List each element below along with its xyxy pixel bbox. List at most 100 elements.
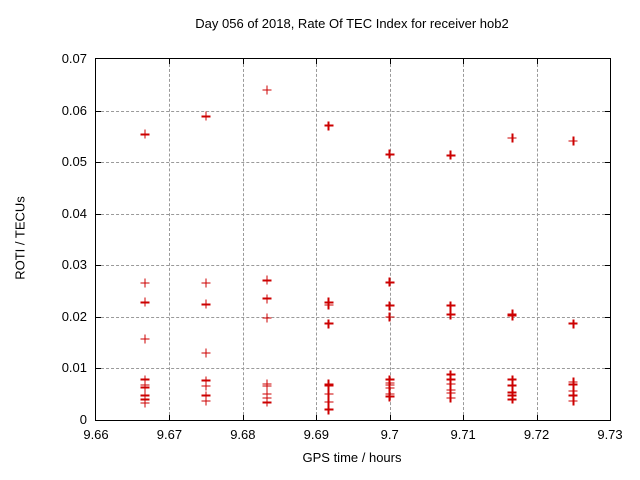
data-point-marker bbox=[140, 297, 150, 307]
y-tick-mark bbox=[605, 162, 610, 164]
x-tick-mark bbox=[242, 59, 244, 64]
data-point-marker bbox=[140, 129, 150, 139]
x-tick-mark bbox=[316, 59, 318, 64]
data-point-marker bbox=[507, 133, 517, 143]
gridline-y-0.01 bbox=[96, 368, 610, 370]
x-tick-label: 9.68 bbox=[230, 427, 256, 442]
data-point-marker bbox=[385, 301, 395, 310]
data-point-marker bbox=[446, 150, 456, 160]
data-point-marker bbox=[201, 299, 211, 309]
data-point-marker bbox=[324, 405, 334, 415]
data-point-marker bbox=[385, 277, 395, 287]
data-point-marker bbox=[262, 397, 272, 407]
data-point-marker bbox=[324, 389, 334, 399]
y-tick-mark bbox=[96, 368, 101, 370]
x-tick-mark bbox=[463, 415, 465, 420]
data-point-marker bbox=[201, 391, 211, 401]
data-point-marker bbox=[262, 381, 272, 391]
x-tick-label: 9.67 bbox=[156, 427, 183, 442]
data-point-marker bbox=[446, 310, 456, 320]
data-point-marker bbox=[446, 379, 456, 389]
data-point-marker bbox=[262, 393, 272, 403]
gridline-y-0.06 bbox=[96, 110, 610, 112]
gridline-y-0.04 bbox=[96, 213, 610, 215]
x-tick-mark bbox=[536, 415, 538, 420]
gridline-x-9.69 bbox=[316, 59, 318, 420]
x-tick-mark bbox=[536, 59, 538, 64]
data-point-marker bbox=[140, 383, 150, 392]
x-tick-label: 9.7 bbox=[380, 427, 399, 442]
data-point-marker bbox=[568, 319, 578, 329]
y-tick-label: 0.06 bbox=[61, 102, 87, 118]
data-point-marker bbox=[568, 391, 578, 401]
x-tick-mark bbox=[389, 415, 391, 420]
y-tick-mark bbox=[96, 162, 101, 164]
y-tick-label: 0.03 bbox=[61, 257, 87, 273]
data-point-marker bbox=[140, 375, 150, 385]
data-point-marker bbox=[568, 379, 578, 389]
gridline-x-9.67 bbox=[169, 59, 171, 420]
data-point-marker bbox=[507, 375, 517, 385]
y-tick-mark bbox=[96, 316, 101, 318]
x-tick-mark bbox=[169, 415, 171, 420]
y-tick-mark bbox=[605, 265, 610, 267]
x-tick-label: 9.71 bbox=[450, 427, 476, 442]
data-point-marker bbox=[140, 278, 150, 288]
data-point-marker bbox=[262, 294, 272, 304]
data-point-marker bbox=[324, 319, 334, 329]
data-point-marker bbox=[262, 275, 272, 285]
data-point-marker bbox=[201, 376, 211, 386]
x-tick-label: 9.72 bbox=[523, 427, 550, 442]
data-point-marker bbox=[201, 396, 211, 406]
data-point-marker bbox=[385, 149, 395, 159]
data-point-marker bbox=[324, 300, 334, 310]
gridline-x-9.72 bbox=[536, 59, 538, 420]
y-tick-label: 0 bbox=[79, 412, 87, 427]
data-point-marker bbox=[324, 381, 334, 391]
x-axis-label: GPS time / hours bbox=[302, 450, 402, 465]
plot-area bbox=[95, 58, 611, 421]
y-tick-label: 0.01 bbox=[61, 360, 87, 376]
y-tick-mark bbox=[605, 110, 610, 112]
data-point-marker bbox=[568, 136, 578, 146]
data-point-marker bbox=[385, 392, 395, 402]
data-point-marker bbox=[201, 381, 211, 391]
gridline-x-9.71 bbox=[463, 59, 465, 420]
x-tick-mark bbox=[316, 415, 318, 420]
x-tick-mark bbox=[463, 59, 465, 64]
x-tick-label: 9.69 bbox=[303, 427, 329, 442]
y-tick-mark bbox=[96, 213, 101, 215]
x-tick-label: 9.66 bbox=[83, 427, 109, 442]
gridline-y-0.05 bbox=[96, 162, 610, 164]
data-point-marker bbox=[201, 348, 211, 358]
y-tick-label: 0.05 bbox=[61, 154, 87, 170]
x-tick-mark bbox=[242, 415, 244, 420]
data-point-marker bbox=[140, 398, 150, 408]
y-tick-mark bbox=[96, 265, 101, 267]
data-point-marker bbox=[201, 278, 211, 288]
data-point-marker bbox=[385, 383, 395, 393]
y-tick-label: 0.04 bbox=[61, 205, 87, 221]
x-tick-mark bbox=[389, 59, 391, 64]
gridline-y-0.03 bbox=[96, 265, 610, 267]
data-point-marker bbox=[262, 313, 272, 323]
data-point-marker bbox=[446, 388, 456, 398]
data-point-marker bbox=[140, 334, 150, 344]
data-point-marker bbox=[446, 301, 456, 310]
y-tick-label: 0.02 bbox=[61, 308, 87, 324]
gridline-y-0.02 bbox=[96, 316, 610, 318]
gridline-x-9.7 bbox=[389, 59, 391, 420]
gridline-x-9.68 bbox=[242, 59, 244, 420]
x-tick-label: 9.73 bbox=[597, 427, 623, 442]
data-point-marker bbox=[568, 386, 578, 396]
data-point-marker bbox=[262, 85, 272, 95]
x-tick-mark bbox=[169, 59, 171, 64]
y-tick-label: 0.07 bbox=[61, 51, 87, 66]
data-point-marker bbox=[507, 311, 517, 321]
data-point-marker bbox=[507, 394, 517, 404]
y-tick-mark bbox=[605, 368, 610, 370]
y-tick-mark bbox=[605, 316, 610, 318]
data-point-marker bbox=[324, 121, 334, 131]
y-tick-mark bbox=[605, 213, 610, 215]
